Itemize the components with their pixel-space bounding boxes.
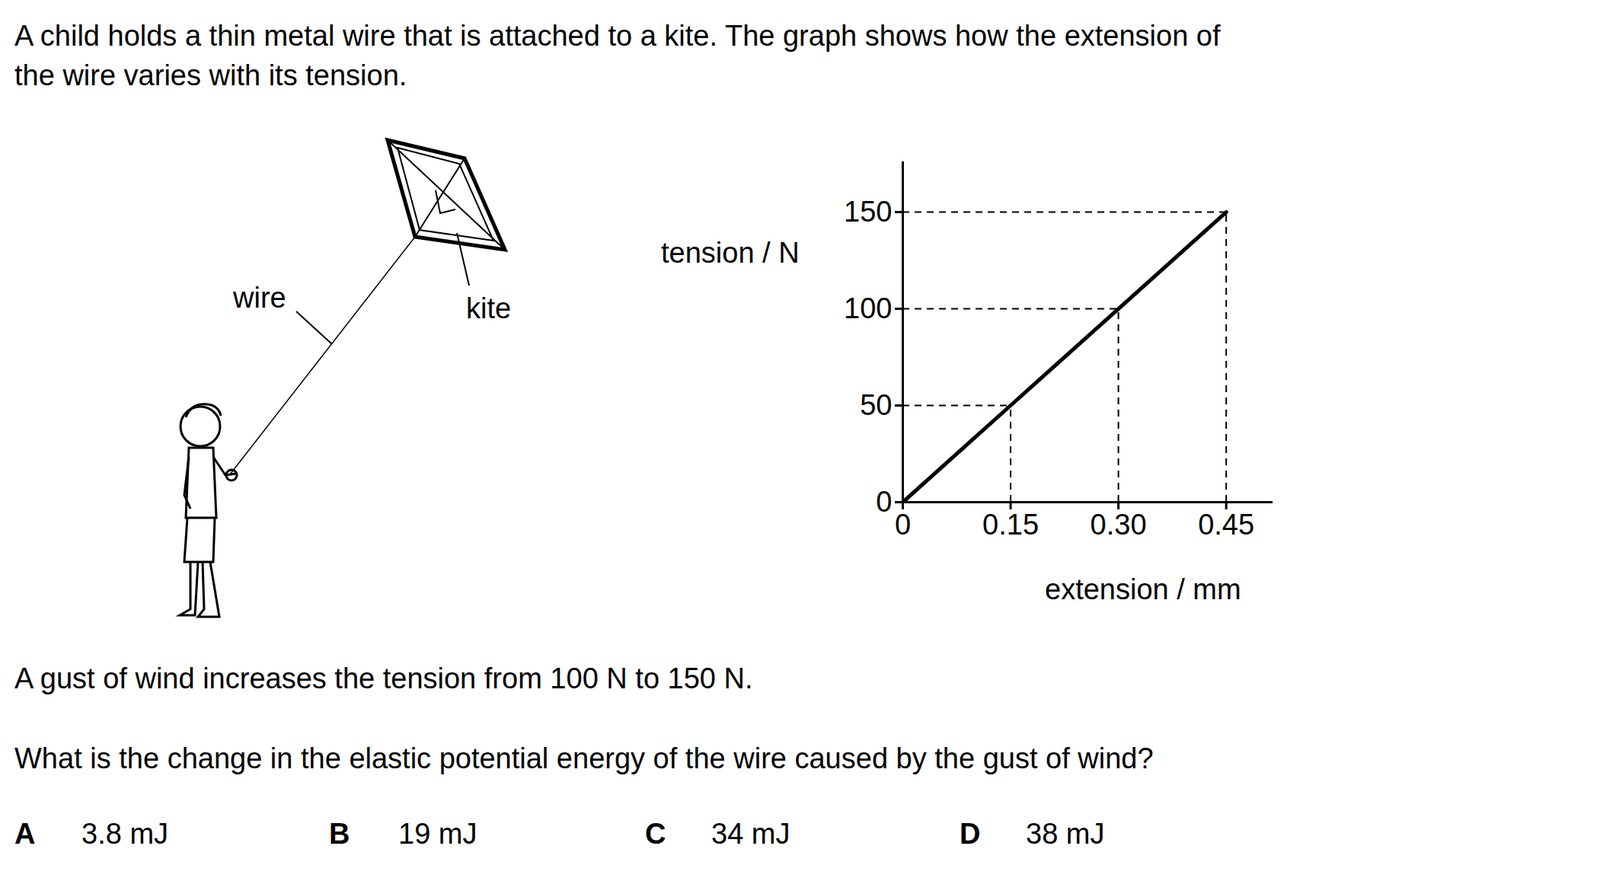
html-text:tension / N: tension / N — [661, 236, 800, 269]
svg-text:100: 100 — [843, 292, 892, 325]
html-text:38 mJ: 38 mJ — [1025, 817, 1105, 850]
html-text:A child holds a thin metal wir: A child holds a thin metal wire that is … — [14, 19, 1221, 52]
svg-text:0.30: 0.30 — [1090, 508, 1147, 541]
html-text:B: B — [328, 817, 350, 850]
html-text:A: A — [14, 817, 36, 850]
html-text:A gust of wind increases the t: A gust of wind increases the tension fro… — [14, 662, 753, 695]
svg-text:0: 0 — [894, 508, 911, 541]
html-text:3.8 mJ: 3.8 mJ — [81, 817, 169, 850]
svg-text:0.15: 0.15 — [982, 508, 1039, 541]
html-text:19 mJ: 19 mJ — [398, 817, 478, 850]
svg-text:150: 150 — [843, 195, 892, 228]
html-text:What is the change in the elas: What is the change in the elastic potent… — [14, 742, 1154, 775]
svg-text:0.45: 0.45 — [1197, 508, 1255, 541]
html-text:34 mJ: 34 mJ — [711, 817, 791, 850]
html-text:the wire varies with its tensi: the wire varies with its tension. — [14, 59, 407, 92]
html-text:kite: kite — [466, 292, 512, 325]
html-text:C: C — [645, 817, 666, 850]
html-text:extension / mm: extension / mm — [1044, 573, 1242, 606]
svg-text:0: 0 — [875, 485, 892, 518]
html-text:wire: wire — [233, 281, 287, 314]
html-text:D: D — [959, 817, 981, 850]
svg-text:50: 50 — [859, 389, 892, 422]
